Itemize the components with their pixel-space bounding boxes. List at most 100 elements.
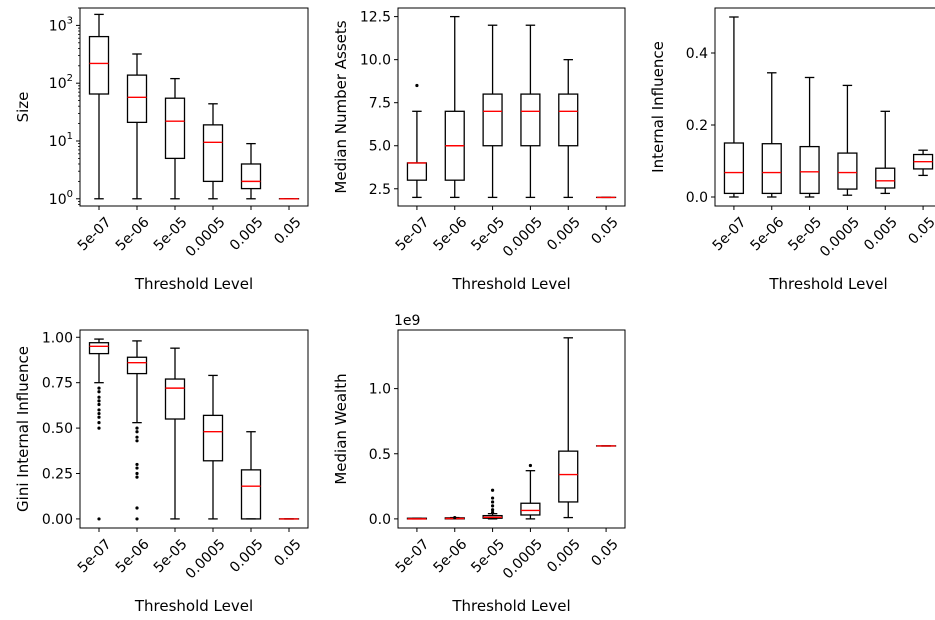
outlier-point [135,471,139,476]
outlier-point [97,386,101,390]
y-tick-label: 10.0 [360,53,391,69]
box-body [558,450,579,503]
y-axis-label: Size [14,92,32,123]
y-tick-label: 1.0 [369,382,391,398]
x-axis-label: Threshold Level [134,275,253,293]
outlier-point [453,515,457,520]
box-5e-07 [406,517,428,520]
box-5e-07 [723,16,745,198]
outlier-point [135,435,139,439]
box-5e-06 [761,72,782,198]
box-0.0005 [520,24,541,199]
y-tick-label: 0.25 [42,467,73,483]
outlier-point [97,517,101,521]
outlier-point [490,508,495,512]
outlier-point [97,426,101,430]
box-body [520,93,541,147]
box-5e-05 [799,76,820,198]
y-tick-label: 0.0 [686,190,708,206]
y-tick-label: 12.5 [360,10,391,26]
outlier-point [97,399,101,403]
box-0.005 [240,431,262,520]
outlier-point [97,421,101,425]
y-tick-label: 1.00 [42,330,73,346]
box-5e-07 [406,83,428,199]
axes-frame [714,7,935,207]
outlier-point [97,408,101,412]
outlier-point [490,500,495,504]
box-0.05 [912,149,934,177]
outlier-point [490,504,495,508]
x-axis-label: Threshold Level [451,597,570,615]
box-body [799,145,820,195]
box-0.005 [558,59,579,199]
y-tick-label: 103 [49,15,73,34]
axes-frame [397,7,626,207]
y-axis-label: Internal Influence [649,41,667,173]
outlier-point [135,439,139,443]
outlier-point [97,390,101,394]
box-body [126,356,148,375]
y-tick-label: 101 [49,131,73,150]
box-5e-06 [126,340,148,521]
box-body [558,93,579,147]
box-0.005 [875,110,896,195]
y-tick-label: 2.5 [369,182,391,198]
box-body [723,142,745,195]
y-tick-label: 0.50 [42,421,73,437]
box-5e-05 [164,77,186,200]
x-axis-label: Threshold Level [134,597,253,615]
axes-frame [397,329,626,529]
outlier-point [135,506,139,510]
y-tick-label: 0.75 [42,376,73,392]
outlier-point [97,411,101,416]
outlier-point [97,395,101,399]
box-body [240,469,262,520]
box-body [761,143,782,195]
y-tick-label: 0.5 [369,447,391,463]
y-axis-label: Median Wealth [332,373,350,484]
y-tick-label: 5.0 [369,139,391,155]
outlier-point [415,83,419,88]
y-tick-label: 0.2 [686,118,708,134]
box-body [837,152,858,190]
box-body [164,97,186,160]
box-0.0005 [520,463,541,520]
box-body [875,167,896,189]
box-5e-05 [164,347,186,520]
box-0.0005 [837,84,858,196]
box-body [164,378,186,420]
box-0.005 [240,142,262,200]
outlier-point [135,430,139,434]
box-5e-07 [88,338,110,521]
y-tick-label: 0.4 [686,46,708,62]
box-body [482,93,503,147]
box-5e-05 [482,24,503,199]
y-tick-label: 7.5 [369,96,391,112]
box-5e-06 [444,515,465,520]
box-5e-06 [126,53,148,200]
outlier-point [135,462,139,467]
box-body [88,35,110,95]
box-body [520,502,541,516]
x-axis-label: Threshold Level [451,275,570,293]
y-tick-label: 0.0 [369,512,391,528]
y-tick-label: 102 [49,73,73,92]
box-body [240,163,262,190]
y-tick-label: 100 [49,189,73,208]
y-axis-label: Gini Internal Influence [14,346,32,512]
axes-frame [79,329,309,529]
box-0.0005 [202,374,224,520]
box-body [202,124,224,183]
box-body [126,74,148,124]
outlier-point [490,510,495,514]
box-5e-07 [88,13,110,200]
box-5e-05 [482,488,503,520]
outlier-point [135,517,139,521]
outlier-point [135,466,139,470]
box-body [202,414,224,462]
box-body [88,342,110,355]
outlier-point [528,463,533,468]
